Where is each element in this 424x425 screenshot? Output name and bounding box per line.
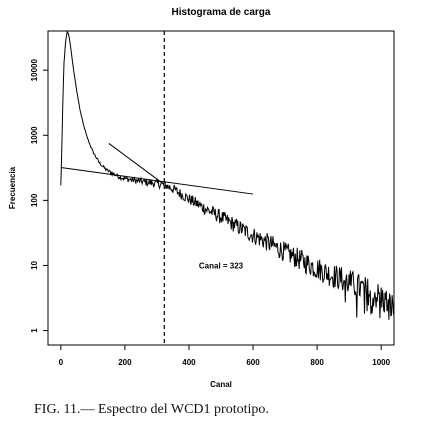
- y-axis-label: Frecuencia: [8, 166, 17, 209]
- threshold-annotation: Canal = 323: [199, 261, 244, 270]
- fit-line-short: [108, 143, 165, 185]
- x-axis: 0 200 400 600 800 1000: [59, 345, 391, 367]
- plot-frame: [47, 30, 395, 346]
- histogram-line: [60, 30, 395, 320]
- y-tick-label: 1: [30, 328, 39, 333]
- y-tick-label: 100: [30, 193, 39, 207]
- x-tick-label: 800: [310, 358, 324, 367]
- x-tick-label: 600: [246, 358, 260, 367]
- x-tick-label: 1000: [372, 358, 390, 367]
- x-axis-label: Canal: [210, 380, 232, 389]
- y-axis: 1 10 100 1000 10000: [30, 59, 48, 333]
- y-tick-label: 10000: [30, 59, 39, 82]
- x-tick-label: 0: [59, 358, 64, 367]
- x-tick-label: 400: [182, 358, 196, 367]
- chart-title: Histograma de carga: [172, 7, 271, 18]
- y-tick-label: 1000: [30, 126, 39, 144]
- fit-line-long: [60, 166, 254, 195]
- figure-caption: FIG. 11.— Espectro del WCD1 prototipo.: [34, 402, 269, 417]
- x-tick-label: 200: [118, 358, 132, 367]
- y-tick-label: 10: [30, 260, 39, 269]
